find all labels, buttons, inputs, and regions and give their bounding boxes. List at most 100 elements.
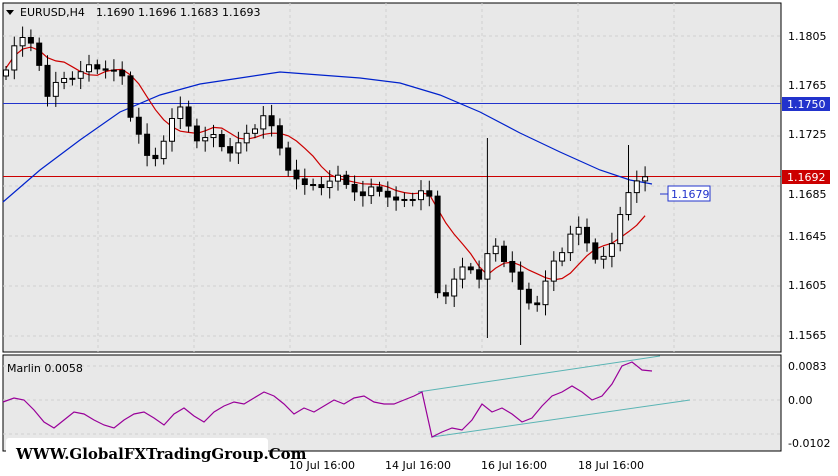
candle-body (3, 69, 9, 77)
candle-body (52, 81, 59, 97)
candle-body (401, 198, 408, 201)
candle-body (467, 266, 474, 271)
candle-body (426, 190, 433, 197)
candle-body (102, 68, 109, 71)
price-tick: 1.1565 (788, 329, 827, 342)
candle-body (600, 255, 607, 260)
candle-body (393, 196, 400, 201)
candle-body (492, 245, 499, 255)
indicator-tick: -0.0102 (788, 437, 830, 450)
candle-body (86, 64, 92, 73)
candle-body (368, 186, 375, 197)
channel-upper-line (417, 355, 661, 393)
indicator-tick: 0.00 (788, 394, 813, 407)
candle-body (459, 266, 466, 280)
callout-label: 1.1679 (671, 188, 710, 201)
candle-body (11, 45, 18, 71)
level-price-label: 1.1750 (787, 98, 826, 111)
indicator-grid (3, 365, 781, 435)
price-tick: 1.1765 (788, 79, 827, 92)
candle-body (509, 260, 516, 273)
symbol-label: EURUSD,H4 (20, 6, 85, 19)
main-grid (3, 3, 781, 352)
candles-group (3, 26, 649, 345)
candle-body (575, 226, 582, 235)
candle-body (110, 69, 117, 72)
candle-body (633, 180, 640, 194)
callout-box (667, 185, 711, 202)
candle-body (310, 184, 317, 187)
ohlc-readout: 1.1690 1.1696 1.1683 1.1693 (96, 6, 260, 19)
candle-body (119, 69, 126, 77)
candle-body (210, 134, 217, 139)
candle-body (169, 118, 175, 142)
current-price-tag (782, 170, 830, 184)
candle-body (260, 115, 267, 130)
candle-body (19, 37, 26, 47)
price-tick: 1.1725 (788, 128, 827, 141)
price-tick: 1.1605 (788, 279, 827, 292)
candle-body (318, 184, 325, 189)
candle-body (177, 106, 184, 120)
time-tick: 10 Jul 16:00 (289, 459, 355, 472)
candle-body (335, 174, 341, 182)
candle-body (36, 42, 43, 66)
price-tick: 1.1685 (788, 188, 827, 201)
channel-lower-line (431, 399, 691, 438)
candle-body (144, 133, 151, 156)
candle-body (409, 198, 416, 201)
candle-body (476, 269, 483, 280)
candle-body (218, 134, 225, 148)
candle-body (584, 226, 590, 244)
candle-body (293, 169, 300, 180)
candle-body (592, 242, 599, 260)
candle-body (44, 64, 51, 97)
candle-body (418, 190, 424, 201)
candle-body (534, 302, 541, 306)
price-tick: 1.1645 (788, 230, 827, 243)
candle-body (193, 125, 200, 142)
candle-body (525, 288, 532, 304)
candle-body (69, 77, 76, 80)
candle-body (451, 278, 458, 297)
candle-body (384, 190, 391, 198)
candle-body (285, 147, 292, 171)
indicator-panel[interactable] (2, 354, 782, 452)
time-tick: 16 Jul 16:00 (481, 459, 547, 472)
candle-body (268, 115, 275, 127)
candle-body (27, 37, 34, 44)
candle-body (160, 140, 167, 160)
candle-body (517, 271, 524, 290)
candle-body (625, 192, 632, 216)
candle-body (550, 260, 557, 282)
candle-body (235, 142, 242, 154)
candle-body (617, 214, 624, 245)
candle-body (127, 75, 134, 118)
candle-body (501, 245, 507, 262)
marlin-line (2, 361, 653, 438)
time-tick: 14 Jul 16:00 (385, 459, 451, 472)
candle-body (567, 233, 574, 254)
watermark-text: WWW.GlobalFXTradingGroup.Com (15, 445, 307, 463)
watermark-box (6, 438, 268, 468)
time-tick: 18 Jul 16:00 (578, 459, 644, 472)
candle-body (608, 243, 615, 257)
slow-moving-average (2, 71, 653, 203)
candle-body (442, 292, 449, 297)
current-price-label: 1.1692 (787, 171, 826, 184)
main-plot-area[interactable] (2, 2, 782, 353)
indicator-label: Marlin 0.0058 (7, 362, 83, 375)
candle-body (326, 180, 333, 189)
indicator-tick: 0.0083 (788, 360, 827, 373)
candle-body (77, 71, 84, 79)
candle-body (301, 178, 308, 186)
candle-body (559, 252, 566, 262)
candle-body (252, 128, 258, 134)
price-axis: 1.1805 1.1765 1.1725 1.1685 1.1645 1.160… (788, 30, 827, 342)
price-tick: 1.1805 (788, 30, 827, 43)
candle-body (484, 253, 491, 280)
dropdown-triangle-icon[interactable] (6, 10, 14, 15)
candle-body (351, 183, 358, 193)
candle-body (227, 146, 234, 154)
